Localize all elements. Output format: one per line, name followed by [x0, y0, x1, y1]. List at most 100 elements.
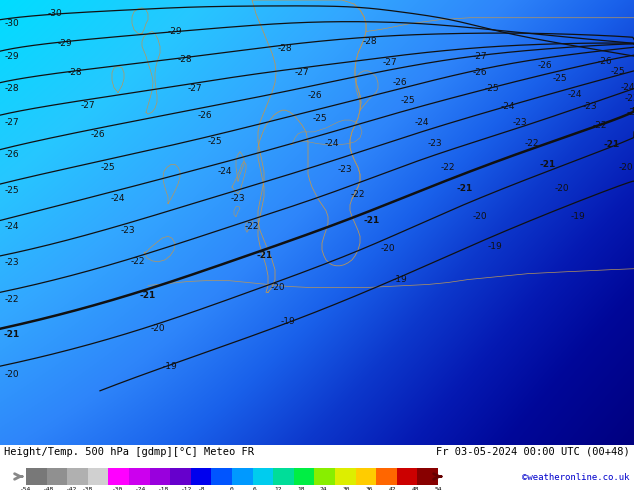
Text: -24: -24	[111, 195, 126, 203]
Text: -38: -38	[81, 487, 93, 490]
Text: -27: -27	[81, 101, 95, 110]
Text: -19: -19	[571, 212, 585, 221]
Text: 0: 0	[230, 487, 234, 490]
Text: -23: -23	[513, 118, 527, 126]
Text: -26: -26	[473, 68, 488, 77]
Text: -29: -29	[4, 51, 19, 61]
Text: -26: -26	[198, 111, 212, 120]
Text: -20: -20	[271, 283, 285, 292]
Bar	[150, 468, 170, 485]
Text: -24: -24	[4, 222, 19, 231]
Text: -27: -27	[383, 58, 398, 68]
Bar	[26, 468, 47, 485]
Bar	[232, 468, 252, 485]
Text: -23: -23	[338, 165, 353, 174]
Text: -21: -21	[604, 140, 620, 149]
Bar	[273, 468, 294, 485]
Text: -26: -26	[91, 130, 105, 139]
Text: ©weatheronline.co.uk: ©weatheronline.co.uk	[522, 473, 630, 483]
Text: -27: -27	[188, 84, 202, 93]
Bar	[211, 468, 232, 485]
Text: -27: -27	[295, 68, 309, 77]
Text: -22: -22	[131, 257, 145, 267]
Text: -28: -28	[278, 44, 292, 53]
Text: -54: -54	[20, 487, 32, 490]
Text: -23: -23	[120, 226, 135, 235]
Text: -25: -25	[401, 96, 415, 105]
Text: -8: -8	[198, 487, 205, 490]
Bar	[417, 468, 438, 485]
Bar	[129, 468, 150, 485]
Text: -21: -21	[140, 291, 156, 300]
Text: -12: -12	[181, 487, 192, 490]
Text: -48: -48	[43, 487, 55, 490]
Text: -29: -29	[58, 39, 72, 48]
Text: -25: -25	[313, 114, 327, 122]
Text: -19: -19	[163, 362, 178, 370]
Text: -25: -25	[611, 67, 625, 76]
Bar	[170, 468, 191, 485]
Text: 42: 42	[389, 487, 396, 490]
Text: -28: -28	[4, 84, 19, 93]
Text: -22: -22	[4, 295, 19, 304]
Bar	[294, 468, 314, 485]
Text: -23: -23	[428, 139, 443, 148]
Text: -21: -21	[540, 160, 556, 169]
Text: -24: -24	[325, 139, 339, 148]
Bar	[376, 468, 397, 485]
Text: -26: -26	[307, 91, 322, 100]
Text: -25: -25	[4, 187, 19, 196]
Text: 30: 30	[343, 487, 350, 490]
Text: -23: -23	[231, 195, 245, 203]
Bar	[356, 468, 376, 485]
Text: -28: -28	[178, 54, 192, 64]
Text: -22: -22	[627, 108, 634, 117]
Text: -28: -28	[363, 37, 377, 46]
Text: -25: -25	[208, 137, 223, 146]
Text: -30: -30	[4, 19, 20, 28]
Text: -24: -24	[501, 102, 515, 111]
Text: 18: 18	[297, 487, 304, 490]
Bar	[191, 468, 211, 485]
Bar	[47, 468, 67, 485]
Text: -22: -22	[245, 222, 259, 231]
Text: -22: -22	[525, 139, 540, 148]
Text: -26: -26	[598, 56, 612, 66]
Text: -24: -24	[568, 90, 582, 99]
Text: -30: -30	[112, 487, 123, 490]
Text: -26: -26	[538, 61, 552, 71]
Text: -25: -25	[101, 163, 115, 172]
Text: -22: -22	[441, 163, 455, 172]
Bar	[67, 468, 87, 485]
Text: 24: 24	[320, 487, 327, 490]
Text: -24: -24	[415, 118, 429, 126]
Text: -27: -27	[473, 51, 488, 61]
Text: -20: -20	[380, 244, 396, 252]
Text: -42: -42	[66, 487, 77, 490]
Bar	[335, 468, 356, 485]
Text: 48: 48	[411, 487, 419, 490]
Text: -23: -23	[4, 258, 19, 268]
Text: 54: 54	[434, 487, 442, 490]
Bar	[87, 468, 108, 485]
Text: 12: 12	[274, 487, 281, 490]
Text: -20: -20	[473, 212, 488, 221]
Text: -23: -23	[583, 102, 597, 111]
Bar	[314, 468, 335, 485]
Text: -18: -18	[158, 487, 169, 490]
Text: -19: -19	[392, 275, 408, 284]
Text: -30: -30	[48, 9, 62, 18]
Text: -28: -28	[68, 68, 82, 77]
Text: -21: -21	[457, 185, 473, 194]
Text: -24: -24	[135, 487, 146, 490]
Text: -24: -24	[621, 83, 634, 92]
Bar	[108, 468, 129, 485]
Text: -26: -26	[4, 150, 19, 159]
Text: -27: -27	[4, 118, 19, 126]
Text: 36: 36	[366, 487, 373, 490]
Text: 6: 6	[253, 487, 257, 490]
Text: Fr 03-05-2024 00:00 UTC (00+48): Fr 03-05-2024 00:00 UTC (00+48)	[436, 447, 630, 457]
Text: -25: -25	[484, 84, 500, 93]
Text: -24: -24	[217, 167, 232, 176]
Bar	[252, 468, 273, 485]
